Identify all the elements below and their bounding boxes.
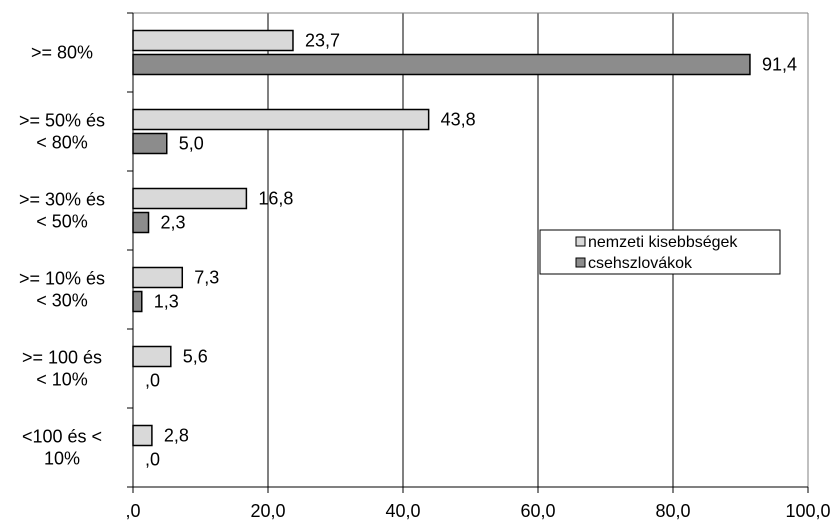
axes <box>127 12 809 488</box>
legend-label-series-2: csehszlovákok <box>588 255 693 272</box>
data-label: 2,8 <box>164 426 189 446</box>
category-label-line: >= 10% és <box>19 269 105 289</box>
category-label-line: >= 30% és <box>19 190 105 210</box>
category-label-line: < 10% <box>36 370 88 390</box>
category-label-line: >= 50% és <box>19 111 105 131</box>
legend-swatch-series-2 <box>575 257 586 268</box>
category-label: >= 50% és < 80% <box>19 111 105 153</box>
x-tick-label: ,0 <box>125 501 140 521</box>
data-label: 16,8 <box>258 189 293 209</box>
data-label: 43,8 <box>441 110 476 130</box>
bar-series-1 <box>132 187 248 210</box>
legend: nemzeti kisebbségek csehszlovákok <box>539 229 781 275</box>
data-label: 5,6 <box>183 347 208 367</box>
bar-series-2 <box>132 53 751 76</box>
bar-series-2 <box>132 290 143 313</box>
x-axis-ticks: ,0 20,0 40,0 60,0 80,0 100,0 <box>125 487 831 521</box>
category-label-line: < 50% <box>36 212 88 232</box>
category-label-line: < 30% <box>36 291 88 311</box>
category-label-line: >= 80% <box>31 43 93 63</box>
category-label-line: 10% <box>44 449 80 469</box>
bar-series-1 <box>132 424 153 447</box>
x-tick-label: 60,0 <box>520 501 555 521</box>
category-label: >= 30% és < 50% <box>19 190 105 232</box>
x-tick-label: 80,0 <box>655 501 690 521</box>
bar-series-2 <box>132 132 168 155</box>
category-label: >= 10% és < 30% <box>19 269 105 311</box>
data-label: 23,7 <box>305 31 340 51</box>
data-label: 91,4 <box>762 55 797 75</box>
bar-series-1 <box>132 345 172 368</box>
data-label: 7,3 <box>194 268 219 288</box>
category-label-line: < 80% <box>36 133 88 153</box>
category-label-line: <100 és < <box>22 427 102 447</box>
bar-series-2 <box>132 211 150 234</box>
bar-series-1 <box>132 266 184 289</box>
legend-swatch-series-1 <box>575 236 586 247</box>
data-label: 2,3 <box>161 213 186 233</box>
category-labels: >= 80% >= 50% és < 80% >= 30% és < 50% >= 10%… <box>19 43 105 469</box>
data-label: 5,0 <box>179 134 204 154</box>
bar-series-1 <box>132 108 430 131</box>
x-tick-label: 100,0 <box>785 501 830 521</box>
bar-series-1 <box>132 29 294 52</box>
data-label: ,0 <box>145 450 160 470</box>
x-tick-label: 40,0 <box>385 501 420 521</box>
data-label: ,0 <box>145 371 160 391</box>
x-tick-label: 20,0 <box>250 501 285 521</box>
category-label: <100 és <10% <box>22 427 102 469</box>
bars <box>132 29 751 447</box>
category-label-line: >= 100 és <box>22 348 102 368</box>
data-label: 1,3 <box>154 292 179 312</box>
legend-label-series-1: nemzeti kisebbségek <box>588 234 738 251</box>
category-label: >= 80% <box>31 43 93 63</box>
category-label: >= 100 és < 10% <box>22 348 102 390</box>
data-labels: 23,791,443,85,016,82,37,31,35,6,02,8,0 <box>145 31 797 470</box>
